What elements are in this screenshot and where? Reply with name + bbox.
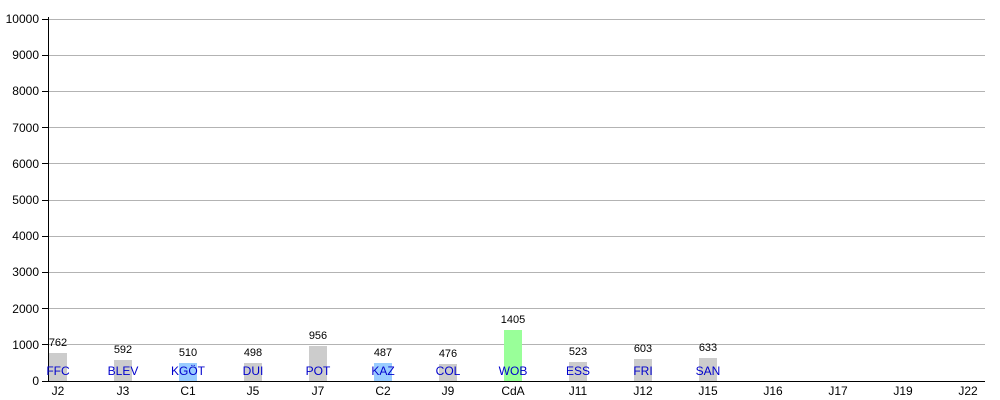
y-tick-label: 4000 xyxy=(12,229,39,244)
bar-value-label: 510 xyxy=(178,346,198,359)
team-link[interactable]: COL xyxy=(435,364,461,378)
bar xyxy=(569,362,587,381)
bar xyxy=(244,362,262,381)
bar-value-label: 633 xyxy=(698,342,718,355)
bar xyxy=(504,330,522,381)
x-tick-label: J15 xyxy=(698,384,718,398)
team-link[interactable]: WOB xyxy=(498,364,528,378)
bar-value-label: 1405 xyxy=(500,314,526,327)
bar-value-label: 523 xyxy=(568,346,588,359)
team-link[interactable]: KAZ xyxy=(371,364,395,378)
y-axis-tick xyxy=(42,127,48,129)
y-axis-tick xyxy=(42,199,48,201)
bar-value-label: 603 xyxy=(633,343,653,356)
bar-value-label: 498 xyxy=(243,346,263,359)
bar xyxy=(179,362,197,381)
gridline xyxy=(48,127,985,129)
y-tick-label: 8000 xyxy=(12,84,39,99)
x-tick-label: C1 xyxy=(180,384,196,398)
team-link[interactable]: BLEV xyxy=(107,364,139,378)
bar-value-label: 487 xyxy=(373,347,393,360)
team-link[interactable]: SAN xyxy=(695,364,721,378)
y-tick-label: 5000 xyxy=(12,193,39,207)
x-tick-label: J9 xyxy=(441,384,455,398)
x-tick-label: J7 xyxy=(311,384,325,398)
team-link[interactable]: KGÖT xyxy=(170,364,205,378)
bar xyxy=(699,358,717,381)
y-axis-tick xyxy=(42,344,48,346)
bar-value-label: 956 xyxy=(308,330,328,343)
bar-value-label: 762 xyxy=(48,337,68,350)
gridline xyxy=(48,235,985,237)
y-axis-tick xyxy=(42,18,48,20)
bar xyxy=(439,363,457,381)
x-tick-label: J19 xyxy=(893,384,913,398)
y-tick-label: 1000 xyxy=(12,337,39,352)
y-axis-tick xyxy=(42,54,48,56)
bar xyxy=(49,353,67,381)
bar xyxy=(309,346,327,381)
x-tick-label: J12 xyxy=(633,384,653,398)
bar xyxy=(634,359,652,381)
y-axis-tick xyxy=(42,235,48,237)
y-axis-tick xyxy=(42,308,48,310)
gridline xyxy=(48,54,985,56)
x-tick-label: J2 xyxy=(51,384,65,398)
gridline xyxy=(48,199,985,201)
team-link[interactable]: FFC xyxy=(46,364,70,378)
gridline xyxy=(48,271,985,273)
team-link[interactable]: FRI xyxy=(633,364,653,378)
gridline xyxy=(48,308,985,310)
bar xyxy=(114,359,132,381)
y-axis-tick xyxy=(42,163,48,165)
y-tick-label: 3000 xyxy=(12,265,39,280)
x-tick-label: J3 xyxy=(116,384,130,398)
y-axis xyxy=(48,17,49,381)
gridline xyxy=(48,18,985,20)
y-axis-tick xyxy=(42,380,48,382)
x-tick-label: CdA xyxy=(501,384,525,398)
y-tick-label: 10000 xyxy=(5,12,39,26)
y-axis-tick xyxy=(42,90,48,92)
x-tick-label: J22 xyxy=(958,384,978,398)
y-tick-label: 0 xyxy=(32,374,39,388)
bar xyxy=(374,363,392,381)
x-tick-label: J16 xyxy=(763,384,783,398)
team-link[interactable]: POT xyxy=(305,364,331,378)
y-tick-label: 6000 xyxy=(12,156,39,171)
x-tick-label: C2 xyxy=(375,384,391,398)
x-tick-label: J17 xyxy=(828,384,848,398)
y-tick-label: 7000 xyxy=(12,120,39,135)
x-axis xyxy=(48,381,985,382)
y-axis-tick xyxy=(42,271,48,273)
gridline xyxy=(48,163,985,165)
x-tick-label: J5 xyxy=(246,384,260,398)
team-link[interactable]: ESS xyxy=(565,364,590,378)
bar-value-label: 592 xyxy=(113,343,133,356)
y-tick-label: 9000 xyxy=(12,48,39,63)
gridline xyxy=(48,90,985,92)
bar-value-label: 476 xyxy=(438,347,458,360)
team-link[interactable]: DUI xyxy=(242,364,264,378)
y-tick-label: 2000 xyxy=(12,301,39,316)
x-tick-label: J11 xyxy=(568,384,588,398)
